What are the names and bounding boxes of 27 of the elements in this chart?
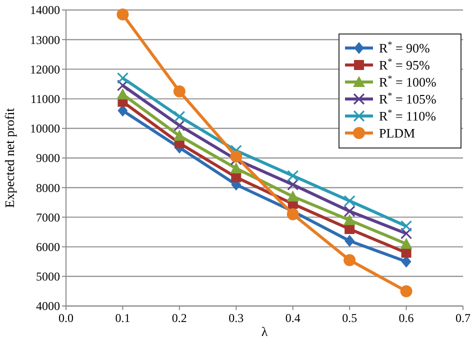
x-tick-label: 0.4 [285,311,300,325]
legend-label: R$^{*}$ = 110% [379,108,436,124]
legend-label: PLDM [379,126,416,141]
y-tick-label: 5000 [36,270,60,284]
x-tick-label: 0.0 [58,311,74,325]
y-axis-title: Expected net profit [2,108,17,208]
y-tick-label: 4000 [36,299,60,314]
legend-label: R$^{*}$ = 95% [379,56,430,73]
y-tick-label: 14000 [30,3,60,18]
y-tick-label: 7000 [36,210,60,224]
legend-label: R$^{*}$ = 90% [379,40,430,56]
y-tick-label: 9000 [36,151,60,166]
legend-label: R$^{*}$ = 100% [379,74,437,90]
x-tick-label: 0.6 [398,311,414,325]
x-tick-label: 0.3 [228,311,244,325]
x-tick-label: 0.5 [342,311,358,325]
x-tick-label: 0.1 [115,311,130,325]
x-tick-label: 0.7 [456,311,470,325]
y-tick-label: 8000 [36,180,60,195]
y-tick-label: 12000 [30,62,60,76]
y-tick-label: 11000 [30,92,60,106]
y-tick-label: 13000 [30,32,60,47]
y-tick-label: 6000 [36,240,60,254]
x-axis-title: λ [261,324,268,339]
legend-label: R$^{*}$ = 105% [379,90,437,107]
y-tick-label: 10000 [30,122,60,136]
x-tick-label: 0.2 [172,311,187,325]
